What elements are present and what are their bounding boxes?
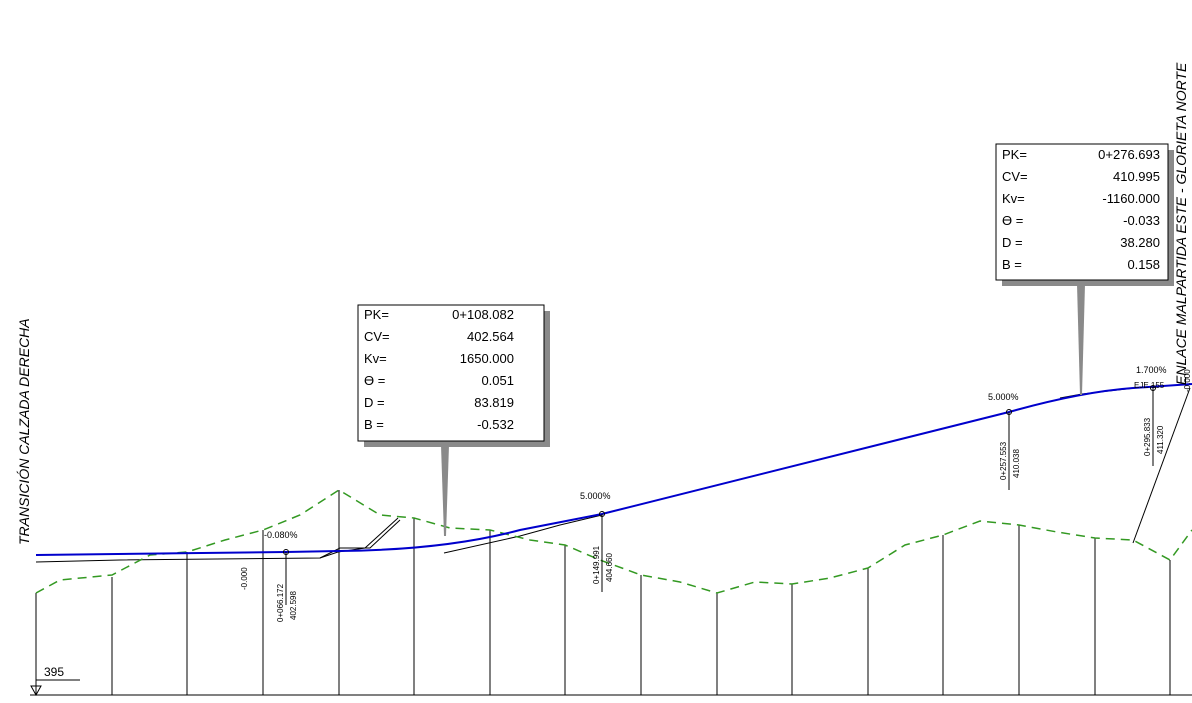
grade-label: -0.000 — [240, 567, 249, 590]
grade-label: 5.000% — [580, 491, 611, 501]
curve-field-label: PK= — [364, 307, 389, 322]
right-section-title: ENLACE MALPARTIDA ESTE - GLORIETA NORTE — [1173, 62, 1189, 385]
grade-line — [35, 383, 1192, 556]
grade-label: 1.700% — [1136, 365, 1167, 375]
curve-field-value: 410.995 — [1113, 169, 1160, 184]
curve-field-value: 83.819 — [474, 395, 514, 410]
left-section-title: TRANSICIÓN CALZADA DERECHA — [16, 318, 32, 545]
station-elev: 411.320 — [1156, 425, 1165, 454]
curve-field-label: D = — [364, 395, 385, 410]
curve-field-label: B = — [364, 417, 384, 432]
curve-field-value: -0.532 — [477, 417, 514, 432]
station-pk: 0+149.991 — [592, 545, 601, 584]
axis-label: EJE 155 — [1134, 381, 1165, 390]
vertical-curve-box-1: PK= CV= Kv= Ɵ = D = B = 0+108.082 402.56… — [357, 304, 550, 536]
curve-field-label: Ɵ = — [1002, 213, 1023, 228]
grade-label: -0.080% — [264, 530, 298, 540]
curve-field-label: CV= — [1002, 169, 1028, 184]
curve-field-label: Ɵ = — [364, 373, 385, 388]
terrain-line — [35, 489, 1192, 594]
curve-field-value: 1650.000 — [460, 351, 514, 366]
station-elev: 402.598 — [289, 591, 298, 620]
curve-field-label: B = — [1002, 257, 1022, 272]
station-pk: 0+295.833 — [1143, 417, 1152, 456]
station-elev: 410.038 — [1012, 449, 1021, 478]
curve-field-value: 402.564 — [467, 329, 514, 344]
station-ticks — [285, 388, 1154, 605]
grade-label: 5.000% — [988, 392, 1019, 402]
station-pk: 0+257.553 — [999, 441, 1008, 480]
curve-field-label: PK= — [1002, 147, 1027, 162]
curve-field-value: 0.051 — [481, 373, 514, 388]
curve-field-value: -1160.000 — [1102, 191, 1160, 206]
curve-field-label: Kv= — [364, 351, 387, 366]
station-elev: 404.660 — [605, 553, 614, 582]
station-pk: 0+066.172 — [276, 583, 285, 622]
datum-label: 395 — [44, 665, 64, 679]
curve-field-label: Kv= — [1002, 191, 1025, 206]
ordinate-lines — [35, 490, 1171, 695]
grade-label: -0.000 — [1183, 369, 1192, 392]
curve-field-label: CV= — [364, 329, 390, 344]
datum-marker: 395 — [30, 665, 80, 697]
vertical-curve-box-2: PK= CV= Kv= Ɵ = D = B = 0+276.693 410.99… — [995, 143, 1174, 395]
curve-field-value: 0+276.693 — [1098, 147, 1160, 162]
curve-field-value: 0.158 — [1127, 257, 1160, 272]
curve-field-value: 38.280 — [1120, 235, 1160, 250]
curve-field-value: 0+108.082 — [452, 307, 514, 322]
curve-field-label: D = — [1002, 235, 1023, 250]
curve-field-value: -0.033 — [1123, 213, 1160, 228]
